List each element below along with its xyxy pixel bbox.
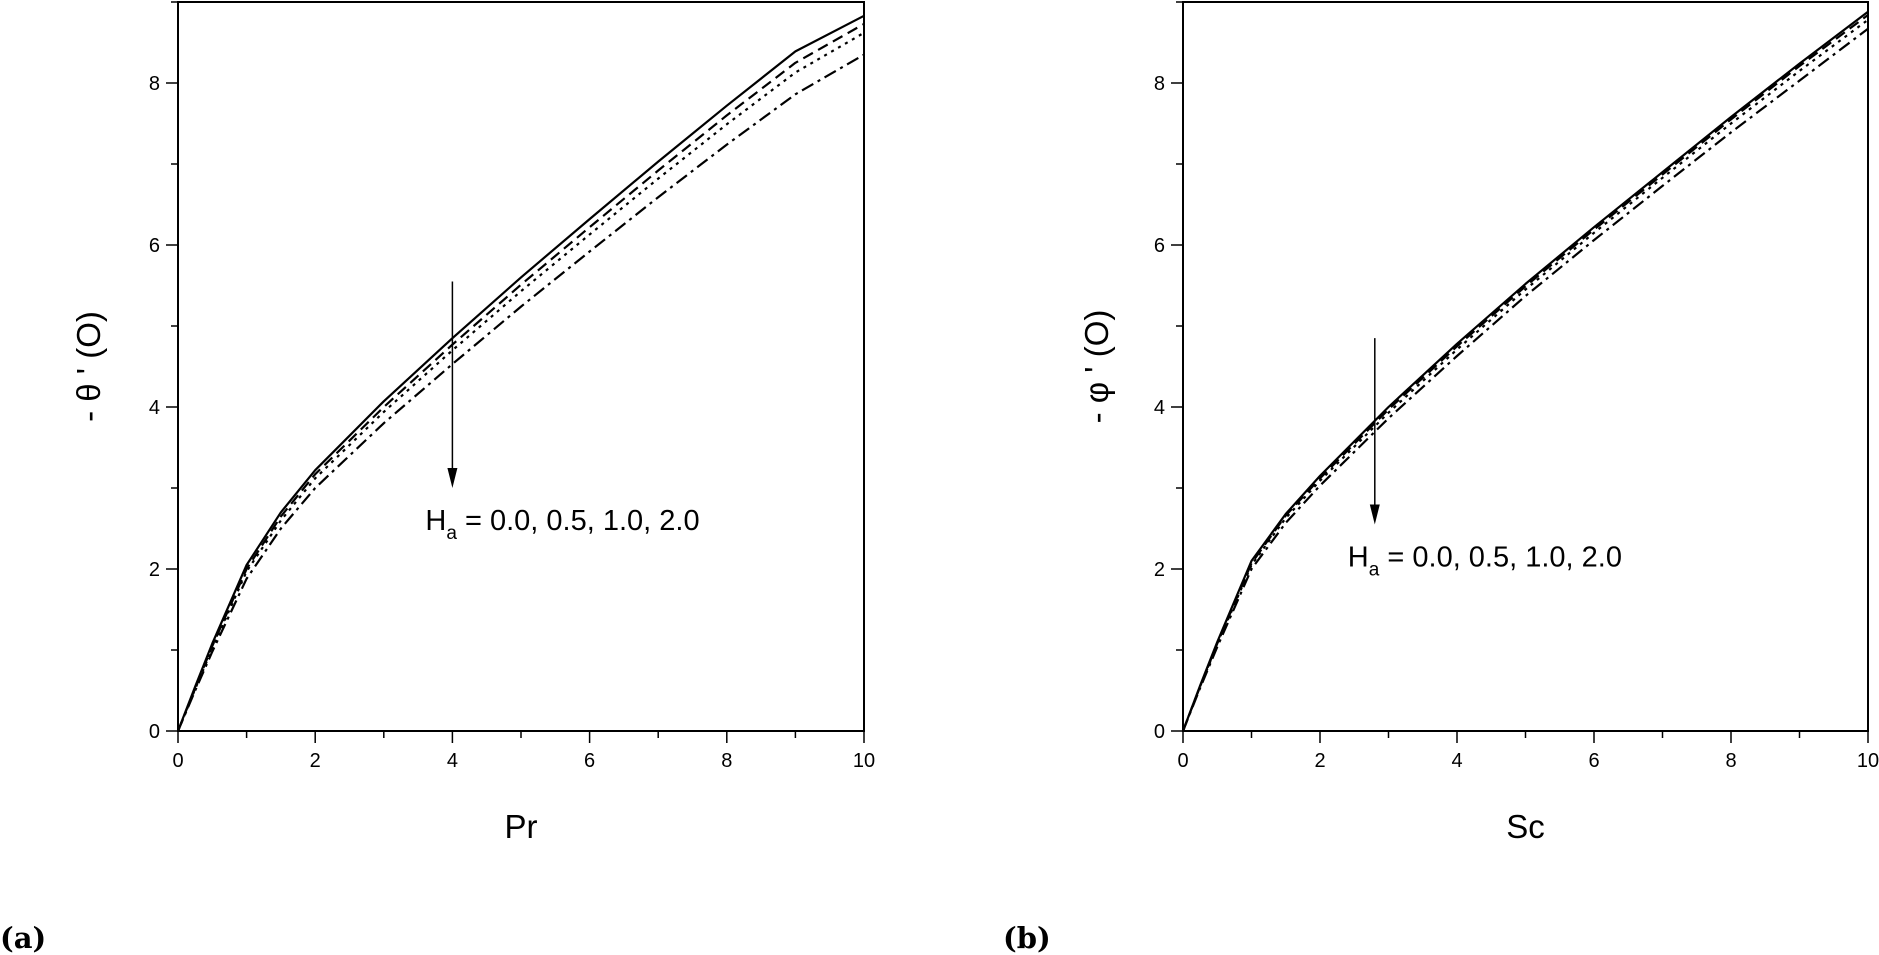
x-tick-label: 4	[1451, 750, 1462, 772]
chart-panel-b: 0 2 4 6 8 10 0 2 4 6 8 Sc - φ ' (O) Ha = 0.0, 0.5, 1.…	[1003, 1, 1879, 955]
series-line-3	[1181, 18, 1869, 732]
y-tick-label: 4	[1154, 397, 1165, 419]
annotation-label: Ha = 0.0, 0.5, 1.0, 2.0	[425, 505, 699, 544]
series-line-1	[176, 14, 865, 732]
y-tick-label: 2	[1154, 559, 1165, 581]
x-tick-label: 6	[1588, 750, 1599, 772]
y-tick-label: 8	[149, 73, 160, 95]
annotation-subscript: a	[1369, 559, 1380, 580]
annotation-values: = 0.0, 0.5, 1.0, 2.0	[1379, 541, 1622, 573]
y-tick-label: 2	[149, 559, 160, 581]
x-tick-label: 4	[447, 750, 458, 772]
series-line-4	[176, 53, 865, 732]
y-tick-label: 8	[1154, 73, 1165, 95]
x-tick-label: 10	[1857, 750, 1879, 772]
x-tick-label: 10	[853, 750, 875, 772]
x-tick-label: 8	[1725, 750, 1736, 772]
x-tick-label: 2	[1314, 750, 1325, 772]
series-line-3	[176, 31, 865, 732]
y-axis-title: - θ ' (O)	[70, 311, 107, 422]
plot-frame	[1182, 1, 1869, 732]
annotation-arrow-head	[447, 468, 458, 488]
series-line-4	[1181, 27, 1869, 732]
series-line-1	[1181, 10, 1869, 732]
x-tick-label: 2	[310, 750, 321, 772]
annotation-label: Ha = 0.0, 0.5, 1.0, 2.0	[1348, 541, 1622, 580]
annotation-arrow-head	[1369, 504, 1380, 525]
x-tick-label: 8	[721, 750, 732, 772]
y-tick-label: 0	[1154, 721, 1165, 743]
panel-label: (a)	[0, 921, 46, 955]
panel-label: (b)	[1003, 921, 1051, 955]
y-tick-label: 6	[1154, 235, 1165, 257]
y-axis-title: - φ ' (O)	[1078, 310, 1115, 424]
chart-panel-a: 0 2 4 6 8 10 0 2 4 6 8 Pr - θ ' (O) Ha = 0.0, 0.5, 1.…	[0, 1, 875, 955]
series-line-2	[1181, 14, 1869, 732]
annotation-subscript: a	[446, 523, 457, 544]
y-tick-label: 0	[149, 721, 160, 743]
annotation-main: H	[425, 505, 446, 537]
x-tick-label: 0	[1177, 750, 1188, 772]
y-tick-label: 4	[149, 397, 160, 419]
x-tick-label: 0	[172, 750, 183, 772]
series-line-2	[176, 22, 865, 732]
annotation-main: H	[1348, 541, 1369, 573]
x-axis-title: Pr	[505, 808, 538, 845]
x-axis-title: Sc	[1506, 808, 1545, 845]
annotation-values: = 0.0, 0.5, 1.0, 2.0	[457, 505, 700, 537]
plot-frame	[177, 1, 865, 732]
y-tick-label: 6	[149, 235, 160, 257]
x-tick-label: 6	[584, 750, 595, 772]
